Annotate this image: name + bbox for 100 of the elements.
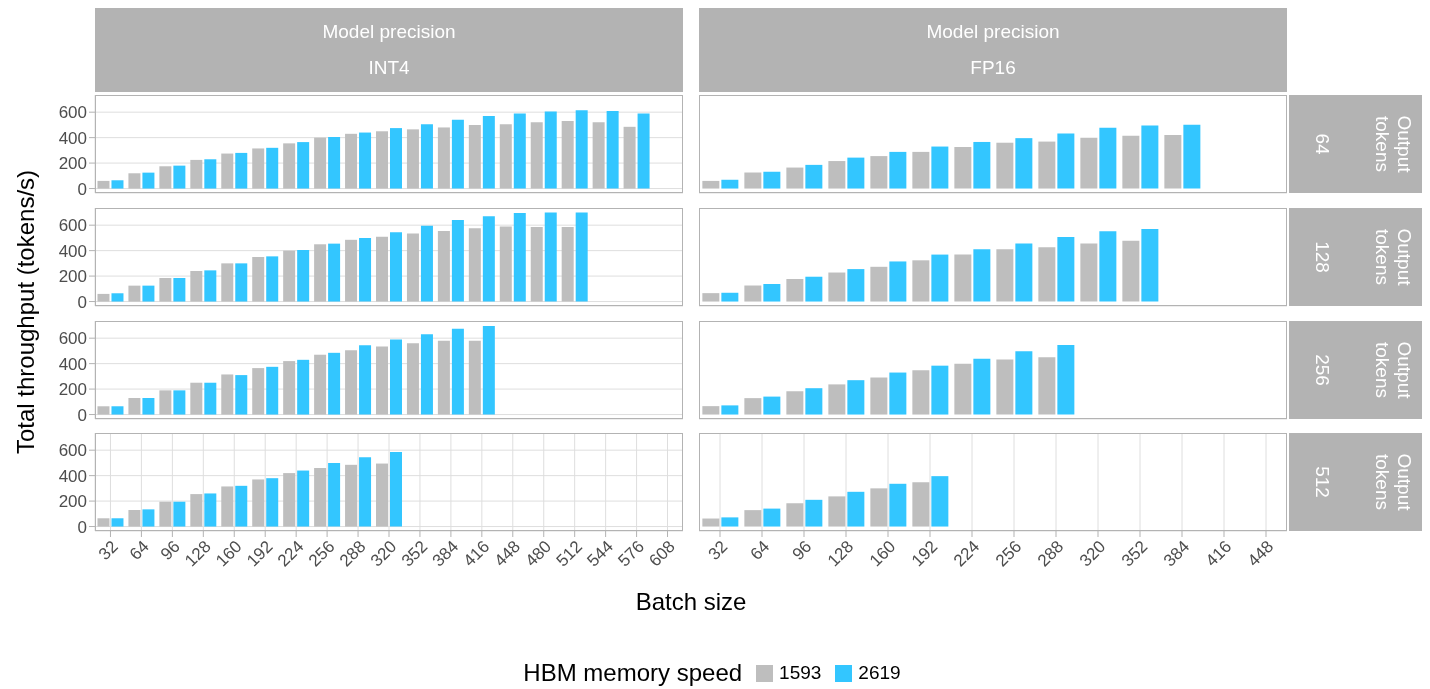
bar [159, 166, 172, 189]
bar [128, 285, 141, 302]
bar [345, 464, 358, 527]
bar [870, 156, 888, 189]
y-tick-label: 0 [77, 405, 87, 425]
bar [468, 124, 481, 189]
bar [314, 468, 327, 527]
bar [828, 496, 846, 527]
bar [847, 269, 865, 302]
x-tick-label: 448 [1243, 536, 1278, 571]
bar [1057, 237, 1075, 302]
bar [235, 375, 248, 415]
bar [1122, 135, 1140, 189]
bar [606, 110, 619, 189]
bar [513, 113, 526, 189]
bar [204, 270, 217, 302]
bar [111, 293, 124, 302]
bar [328, 243, 341, 302]
y-tick-label: 200 [58, 154, 87, 174]
bar [786, 167, 804, 189]
bar [235, 263, 248, 302]
bar [561, 121, 574, 189]
bar [390, 128, 402, 189]
text: Output tokens 64 [1311, 115, 1415, 173]
x-tick-label: 288 [1033, 536, 1068, 571]
bar [786, 503, 804, 527]
bar [1038, 247, 1056, 302]
bar [530, 227, 543, 302]
legend-label: 2619 [858, 662, 901, 684]
bar [266, 147, 279, 189]
bar [314, 137, 327, 189]
bar [297, 142, 310, 189]
bar [847, 380, 865, 415]
bar [173, 501, 186, 527]
bar [345, 350, 358, 415]
bar [204, 159, 217, 189]
y-tick-label: 200 [58, 380, 87, 400]
bar [973, 249, 991, 302]
bar [376, 463, 388, 527]
bar [97, 518, 110, 527]
bar [173, 390, 186, 415]
bar [221, 486, 234, 527]
bar [111, 518, 124, 527]
bar [702, 180, 720, 189]
chart-subtitle: INT4 [368, 57, 410, 79]
x-tick-label: 32 [95, 536, 122, 564]
x-tick-label: 160 [865, 536, 900, 571]
bar [931, 254, 949, 302]
bar [889, 483, 907, 527]
bar [345, 239, 358, 302]
bar [530, 122, 543, 189]
y-tick-label: 600 [58, 441, 87, 461]
bar [97, 406, 110, 415]
bar [159, 278, 172, 302]
bar [721, 292, 739, 302]
bar [390, 339, 402, 415]
y-tick-label: 400 [58, 241, 87, 261]
y-tick-label: 0 [77, 292, 87, 312]
bar [376, 236, 388, 302]
bar [623, 126, 636, 189]
bar [744, 398, 762, 415]
bar [390, 232, 402, 302]
bar [1141, 125, 1159, 189]
bar [159, 501, 172, 527]
bar [973, 358, 991, 415]
bar [359, 457, 372, 527]
x-tick-label: 384 [1159, 536, 1194, 571]
bar [1080, 243, 1098, 302]
bar [637, 113, 650, 189]
bar [314, 354, 327, 415]
bar [575, 212, 588, 302]
bar [870, 377, 888, 415]
bar [190, 159, 203, 189]
x-tick-label: 64 [125, 536, 153, 564]
bar [954, 146, 972, 189]
bar [128, 398, 141, 415]
bar [252, 257, 265, 302]
bar [1015, 351, 1033, 415]
bar [744, 172, 762, 189]
x-tick-label: 96 [156, 536, 184, 564]
x-tick-label: 608 [645, 536, 679, 571]
x-tick-label: 192 [907, 536, 942, 571]
bar [996, 249, 1014, 302]
bar [204, 382, 217, 415]
bar [482, 216, 495, 302]
x-axis-title: Batch size [635, 588, 747, 616]
chart-title: Model precision [926, 21, 1060, 43]
bar [847, 491, 865, 527]
bar [763, 283, 781, 302]
y-tick-label: 0 [77, 517, 87, 537]
bar [451, 328, 464, 415]
bar [221, 374, 234, 415]
bar [1183, 124, 1201, 189]
bar [420, 225, 433, 302]
y-tick-label: 400 [58, 128, 87, 148]
bar [513, 213, 526, 302]
bar [702, 518, 720, 527]
bar [912, 482, 930, 527]
bar [128, 173, 141, 189]
bar [235, 485, 248, 527]
